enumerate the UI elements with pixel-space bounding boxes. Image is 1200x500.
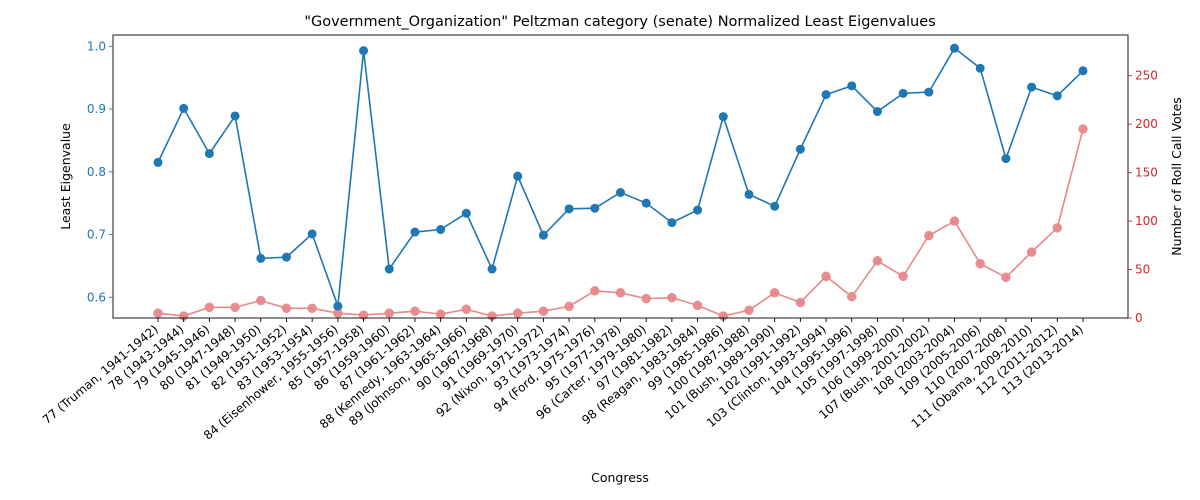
least-eigenvalue-point xyxy=(513,171,523,181)
least-eigenvalue-point xyxy=(1078,66,1088,76)
roll-call-votes-point xyxy=(230,302,240,313)
chart-title: "Government_Organization" Peltzman categ… xyxy=(304,14,935,30)
roll-call-votes-point xyxy=(744,305,754,315)
least-eigenvalue-point xyxy=(821,90,831,100)
least-eigenvalue-point xyxy=(410,227,420,237)
roll-call-votes-point xyxy=(1078,124,1088,134)
least-eigenvalue-line xyxy=(157,46,1084,307)
least-eigenvalue-point xyxy=(795,144,805,154)
roll-call-votes-point xyxy=(1001,272,1011,283)
roll-call-votes-point xyxy=(1052,223,1063,233)
roll-call-votes-point xyxy=(256,295,266,306)
roll-call-votes-point xyxy=(281,303,292,314)
least-eigenvalue-point xyxy=(744,189,754,199)
roll-call-votes-point xyxy=(564,301,574,312)
least-eigenvalue-point xyxy=(667,218,677,228)
roll-call-votes-point xyxy=(1026,247,1037,257)
roll-call-votes-point xyxy=(538,306,549,316)
least-eigenvalue-point xyxy=(461,208,471,218)
roll-call-votes-point xyxy=(307,303,317,314)
least-eigenvalue-point xyxy=(256,253,266,263)
y-right-tick-label: 200 xyxy=(1135,117,1158,131)
least-eigenvalue-point xyxy=(924,87,934,97)
least-eigenvalue-point xyxy=(281,252,291,262)
least-eigenvalue-point xyxy=(333,301,343,311)
plot-frame xyxy=(112,34,1129,319)
least-eigenvalue-point xyxy=(359,46,369,56)
least-eigenvalue-point xyxy=(538,230,548,240)
y-right-tick-label: 0 xyxy=(1135,311,1143,325)
y-left-tick-label: 0.8 xyxy=(87,165,106,179)
y-right-tick-label: 50 xyxy=(1135,263,1150,277)
roll-call-votes-point xyxy=(924,230,934,241)
roll-call-votes-point xyxy=(512,308,523,318)
least-eigenvalue-point xyxy=(872,107,882,117)
least-eigenvalue-point xyxy=(590,203,600,213)
roll-call-votes-point xyxy=(898,271,908,282)
roll-call-votes-point xyxy=(435,309,446,319)
roll-call-votes-point xyxy=(821,271,831,282)
least-eigenvalue-point xyxy=(641,198,651,208)
roll-call-votes-line xyxy=(157,128,1084,317)
y-axis-label-right: Number of Roll Call Votes xyxy=(1169,97,1184,256)
roll-call-votes-point xyxy=(204,302,215,313)
roll-call-votes-point xyxy=(615,288,626,298)
least-eigenvalue-point xyxy=(487,264,497,274)
least-eigenvalue-point xyxy=(384,264,394,274)
least-eigenvalue-point xyxy=(1027,82,1037,92)
least-eigenvalue-point xyxy=(616,188,625,198)
y-right-tick-label: 150 xyxy=(1135,166,1158,180)
y-left-tick-label: 0.6 xyxy=(87,290,106,304)
y-right-tick-label: 250 xyxy=(1135,69,1158,83)
least-eigenvalue-point xyxy=(179,103,189,113)
least-eigenvalue-point xyxy=(307,229,317,239)
x-axis-label: Congress xyxy=(591,470,649,485)
roll-call-votes-point xyxy=(641,293,651,304)
least-eigenvalue-point xyxy=(1052,91,1062,101)
least-eigenvalue-point xyxy=(770,201,780,211)
least-eigenvalue-point xyxy=(564,204,574,214)
least-eigenvalue-point xyxy=(230,111,240,121)
y-left-tick-label: 1.0 xyxy=(87,39,106,53)
roll-call-votes-point xyxy=(949,216,960,226)
y-left-tick-label: 0.9 xyxy=(87,102,106,116)
y-left-tick-label: 0.7 xyxy=(87,228,106,242)
y-axis-label-left: Least Eigenvalue xyxy=(58,123,73,230)
least-eigenvalue-point xyxy=(950,43,960,53)
least-eigenvalue-point xyxy=(693,205,703,215)
roll-call-votes-point xyxy=(769,288,780,298)
roll-call-votes-point xyxy=(872,256,883,266)
roll-call-votes-point xyxy=(153,308,163,318)
y-right-tick-label: 100 xyxy=(1135,214,1158,228)
roll-call-votes-point xyxy=(975,258,985,269)
roll-call-votes-point xyxy=(692,300,703,311)
roll-call-votes-point xyxy=(667,292,677,303)
least-eigenvalue-point xyxy=(1001,154,1011,164)
roll-call-votes-point xyxy=(795,297,806,308)
roll-call-votes-point xyxy=(461,304,472,315)
least-eigenvalue-point xyxy=(898,88,908,98)
roll-call-votes-point xyxy=(384,308,394,318)
least-eigenvalue-point xyxy=(436,225,446,235)
roll-call-votes-point xyxy=(847,291,857,302)
least-eigenvalue-point xyxy=(204,149,214,159)
roll-call-votes-point xyxy=(410,306,420,316)
least-eigenvalue-point xyxy=(847,81,857,91)
roll-call-votes-point xyxy=(590,286,600,296)
least-eigenvalue-point xyxy=(975,63,985,73)
least-eigenvalue-point xyxy=(718,112,728,122)
least-eigenvalue-point xyxy=(153,157,163,167)
